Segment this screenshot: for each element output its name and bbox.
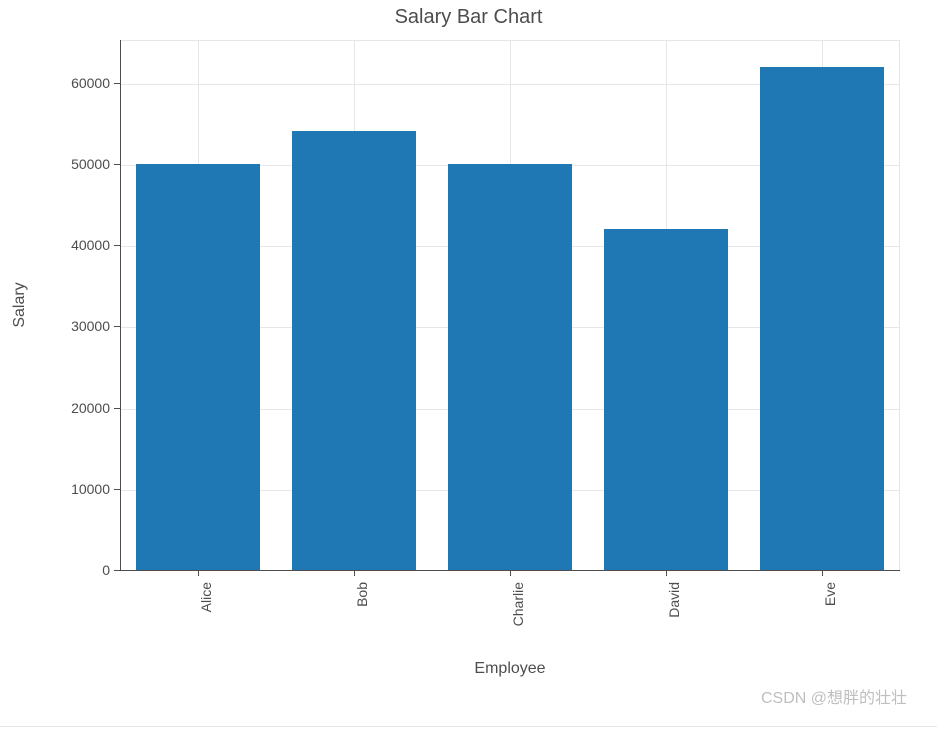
x-tick-label: David bbox=[666, 582, 682, 618]
bar bbox=[136, 164, 261, 570]
x-tick-label: Bob bbox=[354, 582, 370, 607]
x-axis-label: Employee bbox=[474, 660, 545, 678]
x-tick-label: Charlie bbox=[510, 582, 526, 626]
y-axis-label: Salary bbox=[11, 282, 29, 327]
y-tick-label: 20000 bbox=[40, 400, 110, 416]
x-tick-label: Alice bbox=[198, 582, 214, 612]
bar bbox=[448, 164, 573, 570]
y-axis-line bbox=[120, 40, 121, 570]
plot-area bbox=[120, 40, 900, 570]
bar bbox=[292, 131, 417, 570]
x-axis-line bbox=[120, 570, 900, 571]
watermark-text: CSDN @想胖的壮壮 bbox=[761, 684, 907, 708]
y-tick-label: 60000 bbox=[40, 75, 110, 91]
y-tick-label: 40000 bbox=[40, 237, 110, 253]
y-tick-label: 30000 bbox=[40, 318, 110, 334]
salary-bar-chart: Salary Bar Chart Salary Employee CSDN @想… bbox=[0, 0, 937, 736]
x-tick-label: Eve bbox=[822, 582, 838, 606]
bar bbox=[760, 67, 885, 571]
chart-title: Salary Bar Chart bbox=[0, 6, 937, 29]
y-tick-label: 0 bbox=[40, 562, 110, 578]
footer-rule bbox=[0, 726, 937, 727]
bar bbox=[604, 229, 729, 570]
y-tick-label: 50000 bbox=[40, 156, 110, 172]
y-tick-label: 10000 bbox=[40, 481, 110, 497]
